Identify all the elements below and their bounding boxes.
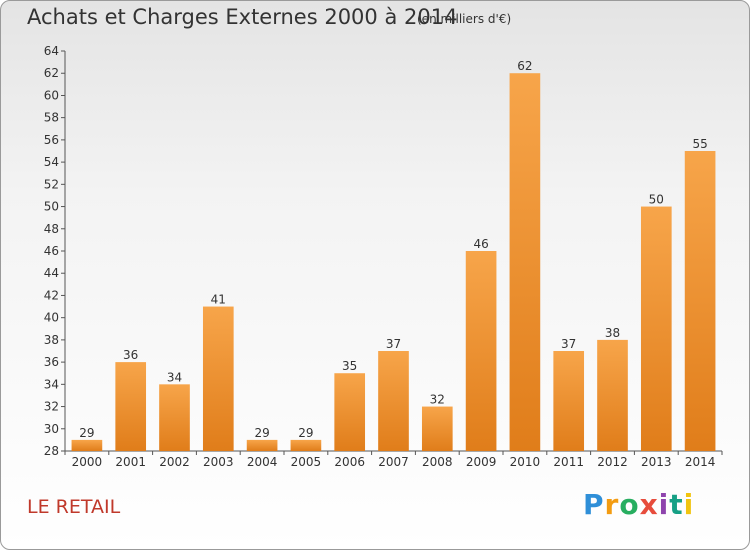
y-tick-label: 56	[44, 133, 59, 147]
bar-value-label: 29	[79, 426, 94, 440]
bar	[115, 362, 147, 451]
place-name: LE RETAIL	[27, 496, 121, 518]
y-tick-label: 36	[44, 355, 59, 369]
x-tick-label: 2002	[159, 455, 190, 469]
bar	[246, 439, 278, 451]
bar	[378, 351, 409, 451]
x-tick-label: 2003	[203, 455, 234, 469]
x-tick-label: 2010	[510, 455, 541, 469]
bar-value-label: 37	[386, 337, 401, 351]
logo-letter: r	[604, 488, 620, 521]
x-tick-label: 2006	[334, 455, 365, 469]
bar	[509, 73, 541, 451]
y-tick-label: 46	[44, 244, 59, 258]
bar	[334, 373, 366, 451]
y-tick-label: 52	[44, 177, 59, 191]
bar-value-label: 62	[517, 59, 532, 73]
logo-letter: x	[639, 488, 659, 521]
y-axis: 28 30 32 34 36 38 40 42 44 46 48 50 52 54 56 58 60 62 64	[44, 44, 66, 458]
y-tick-label: 32	[44, 400, 59, 414]
x-tick-label: 2001	[115, 455, 146, 469]
x-axis: 2000 2001 2002 2003 2004 2005 2006 2007 2008 2009…	[64, 450, 723, 469]
bar-value-label: 38	[605, 326, 620, 340]
bar-value-label: 29	[254, 426, 269, 440]
bars	[71, 73, 716, 451]
x-tick-label: 2008	[422, 455, 453, 469]
bar	[597, 339, 628, 451]
bar	[290, 439, 322, 451]
bar-value-label: 37	[561, 337, 576, 351]
y-tick-label: 44	[44, 266, 59, 280]
y-tick-label: 60	[44, 88, 59, 102]
bar-value-label: 29	[298, 426, 313, 440]
y-tick-label: 48	[44, 222, 59, 236]
bar	[465, 251, 497, 451]
bar-value-label: 55	[692, 137, 707, 151]
bar	[71, 439, 103, 451]
bar-value-label: 46	[473, 237, 488, 251]
y-tick-label: 50	[44, 200, 59, 214]
x-tick-label: 2014	[685, 455, 716, 469]
bar-value-label: 32	[430, 393, 445, 407]
bar-value-label: 50	[649, 193, 664, 207]
x-tick-label: 2013	[641, 455, 672, 469]
x-tick-label: 2004	[247, 455, 278, 469]
y-tick-label: 54	[44, 155, 59, 169]
bar-value-label: 41	[211, 293, 226, 307]
y-tick-label: 38	[44, 333, 59, 347]
logo-letter: i	[683, 488, 695, 521]
x-tick-label: 2011	[553, 455, 584, 469]
y-tick-label: 42	[44, 288, 59, 302]
bar	[553, 351, 585, 451]
x-tick-label: 2009	[466, 455, 497, 469]
y-tick-label: 62	[44, 66, 59, 80]
chart-subtitle: (en milliers d'€)	[417, 12, 512, 26]
x-tick-label: 2007	[378, 455, 409, 469]
proxiti-logo: Proxiti	[583, 488, 694, 521]
y-tick-label: 34	[44, 377, 59, 391]
bar-value-label: 34	[167, 370, 182, 384]
y-tick-label: 28	[44, 444, 59, 458]
logo-letter: i	[658, 488, 670, 521]
y-tick-label: 30	[44, 422, 59, 436]
y-tick-label: 58	[44, 111, 59, 125]
logo-letter: o	[619, 488, 640, 521]
y-tick-label: 40	[44, 311, 59, 325]
bar	[684, 151, 716, 451]
x-tick-label: 2012	[597, 455, 628, 469]
bar-value-label: 35	[342, 359, 357, 373]
bar	[202, 306, 234, 451]
bar	[421, 406, 453, 451]
x-tick-label: 2000	[72, 455, 103, 469]
logo-letter: t	[669, 488, 684, 521]
data-labels: 29 36 34 41 29 29 35 37 32 46 62 37 38 50 55	[79, 59, 707, 440]
chart-title: Achats et Charges Externes 2000 à 2014	[27, 5, 458, 29]
y-tick-label: 64	[44, 44, 59, 58]
bar	[640, 206, 672, 451]
logo-letter: P	[583, 488, 605, 521]
x-tick-label: 2005	[291, 455, 322, 469]
bar	[159, 384, 190, 451]
bar-value-label: 36	[123, 348, 138, 362]
